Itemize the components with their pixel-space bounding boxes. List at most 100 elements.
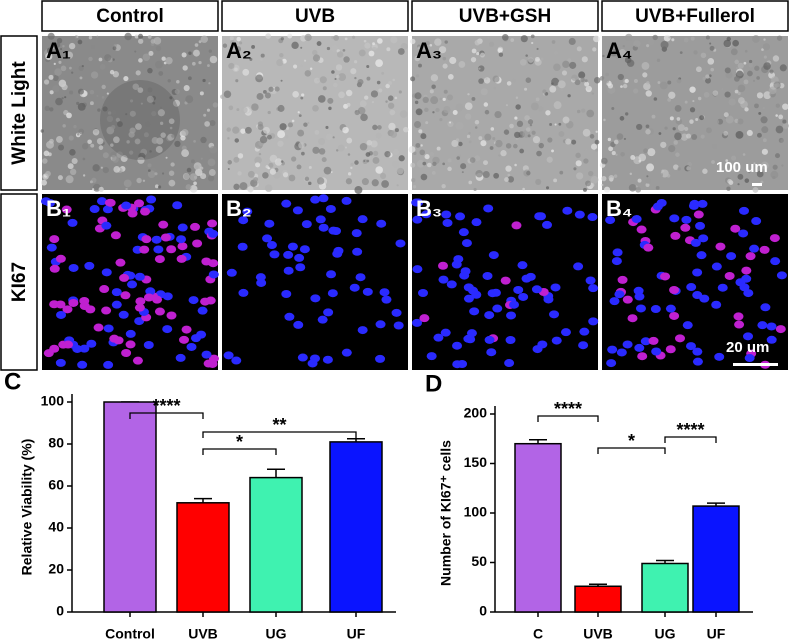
nucleus xyxy=(627,314,638,323)
cell xyxy=(49,90,54,95)
cell xyxy=(651,114,656,119)
cell xyxy=(700,134,705,139)
nucleus xyxy=(438,275,449,284)
nucleus xyxy=(307,359,318,368)
cell xyxy=(595,148,599,152)
cell xyxy=(62,44,65,48)
cell xyxy=(142,179,146,182)
cell xyxy=(434,38,442,46)
nucleus xyxy=(504,359,515,368)
nucleus xyxy=(421,210,432,219)
cell xyxy=(138,58,143,63)
cell xyxy=(493,86,496,90)
cell xyxy=(98,145,104,150)
nucleus xyxy=(726,252,737,261)
cell xyxy=(752,186,759,193)
nucleus xyxy=(585,276,596,285)
cell xyxy=(455,103,464,112)
nucleus xyxy=(127,280,138,289)
cell xyxy=(471,96,476,101)
cell xyxy=(181,149,190,158)
cell xyxy=(144,121,151,128)
cell xyxy=(303,59,307,62)
cell xyxy=(505,143,512,149)
nucleus xyxy=(352,247,363,256)
cell xyxy=(663,34,671,42)
cell xyxy=(724,67,731,74)
cell xyxy=(325,133,333,141)
cell xyxy=(429,43,433,47)
cell xyxy=(338,91,345,99)
cell xyxy=(256,92,264,100)
nucleus xyxy=(208,259,219,268)
cell xyxy=(276,59,284,67)
cell xyxy=(584,81,590,87)
cell xyxy=(416,159,425,168)
nucleus xyxy=(381,295,392,304)
cell xyxy=(738,97,745,104)
cell xyxy=(381,71,385,75)
cell xyxy=(381,180,389,188)
cell xyxy=(90,45,96,50)
cell xyxy=(372,42,375,46)
cell xyxy=(465,113,472,120)
cell xyxy=(474,119,480,125)
nucleus xyxy=(238,288,249,297)
cell xyxy=(134,34,139,39)
cell xyxy=(446,94,454,101)
cell xyxy=(168,179,176,187)
cell xyxy=(228,105,234,111)
cell xyxy=(207,64,210,67)
nucleus xyxy=(614,290,625,299)
cell xyxy=(161,172,165,175)
nucleus xyxy=(743,289,754,298)
nucleus xyxy=(605,216,616,225)
cell xyxy=(482,170,490,179)
cell xyxy=(194,43,199,47)
nucleus xyxy=(511,221,522,230)
cell xyxy=(705,74,710,79)
cell xyxy=(99,63,106,70)
cell xyxy=(703,91,710,98)
cell xyxy=(443,105,451,114)
cell xyxy=(617,73,624,81)
nucleus xyxy=(606,359,617,368)
cell xyxy=(343,56,350,63)
nucleus xyxy=(283,250,294,259)
cell xyxy=(656,58,661,63)
cell xyxy=(262,126,270,134)
cell xyxy=(769,69,774,74)
bar xyxy=(103,401,157,613)
nucleus xyxy=(120,291,131,300)
nucleus xyxy=(299,245,310,254)
cell xyxy=(123,76,129,82)
cell xyxy=(147,35,152,39)
cell xyxy=(403,126,409,133)
cell xyxy=(474,126,478,129)
cell xyxy=(439,97,443,101)
cell xyxy=(480,52,485,58)
nucleus xyxy=(375,320,386,329)
cell xyxy=(336,51,344,58)
cell xyxy=(422,96,429,104)
nucleus xyxy=(411,198,422,207)
cell xyxy=(92,188,95,191)
scale-bar-label: 20 um xyxy=(726,339,769,356)
cell xyxy=(558,131,565,137)
cell xyxy=(370,90,379,98)
nucleus xyxy=(578,341,589,350)
cell xyxy=(334,77,337,81)
cell xyxy=(692,100,695,103)
cell xyxy=(233,183,240,190)
cell xyxy=(700,120,708,128)
nucleus xyxy=(513,285,524,294)
cell xyxy=(478,136,483,141)
cell xyxy=(346,137,353,144)
cell xyxy=(354,60,358,64)
nucleus xyxy=(733,312,744,321)
cell xyxy=(312,54,321,62)
cell xyxy=(170,162,175,167)
nucleus xyxy=(61,205,72,214)
cell xyxy=(571,139,577,145)
